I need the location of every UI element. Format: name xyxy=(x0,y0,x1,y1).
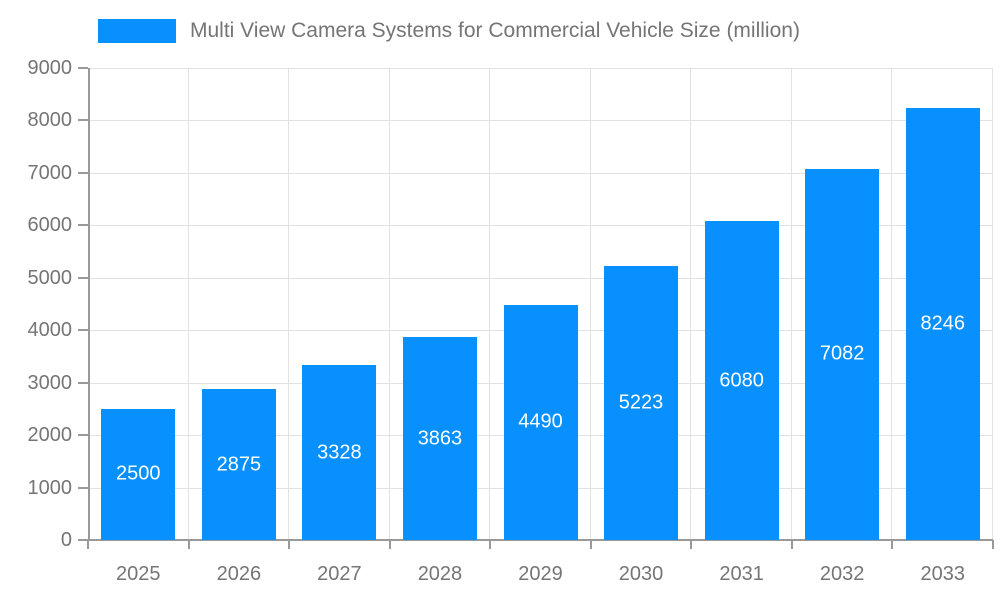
bar-2028[interactable]: 3863 xyxy=(402,337,477,540)
y-axis-label: 7000 xyxy=(27,161,73,184)
legend-item[interactable]: Multi View Camera Systems for Commercial… xyxy=(98,19,800,43)
bar-2033[interactable]: 8246 xyxy=(905,107,980,540)
y-axis-tick xyxy=(78,381,88,384)
gridline-vertical xyxy=(388,68,390,540)
x-axis-tick xyxy=(489,540,492,549)
gridline-horizontal xyxy=(88,277,993,279)
bar-value-label: 3863 xyxy=(417,427,463,450)
y-axis-label: 4000 xyxy=(27,319,73,342)
gridline-vertical xyxy=(288,68,290,540)
legend-label: Multi View Camera Systems for Commercial… xyxy=(190,19,800,42)
y-axis-tick xyxy=(78,434,88,437)
gridline-vertical xyxy=(187,68,189,540)
x-axis-tick xyxy=(790,540,793,549)
bar-value-label: 6080 xyxy=(719,369,764,392)
gridline-horizontal xyxy=(88,120,993,122)
x-axis-label: 2031 xyxy=(719,563,764,585)
bar-value-label: 2875 xyxy=(216,453,262,476)
y-axis-line xyxy=(88,68,90,540)
y-axis-tick xyxy=(78,224,88,227)
x-axis-label: 2030 xyxy=(618,563,664,585)
x-axis-label: 2026 xyxy=(216,563,262,585)
legend-swatch-icon xyxy=(98,19,176,43)
y-axis-label: 1000 xyxy=(27,476,73,499)
y-axis-label: 2000 xyxy=(27,424,73,447)
x-axis-tick xyxy=(891,540,894,549)
gridline-vertical xyxy=(790,68,792,540)
y-axis-tick xyxy=(78,329,88,332)
gridline-horizontal xyxy=(88,68,993,69)
bar-value-label: 7082 xyxy=(819,342,865,365)
bar-2032[interactable]: 7082 xyxy=(805,168,880,540)
y-axis-tick xyxy=(78,171,88,174)
bar-2031[interactable]: 6080 xyxy=(704,221,779,540)
gridline-vertical xyxy=(589,68,591,540)
gridline-vertical xyxy=(690,68,692,540)
bar-value-label: 4490 xyxy=(518,410,563,433)
bar-value-label: 5223 xyxy=(618,391,664,414)
bar-2030[interactable]: 5223 xyxy=(604,266,679,540)
bar-value-label: 3328 xyxy=(317,441,362,464)
gridline-horizontal xyxy=(88,225,993,227)
y-axis-label: 8000 xyxy=(27,109,73,132)
bar-2027[interactable]: 3328 xyxy=(302,365,377,540)
y-axis-label: 6000 xyxy=(27,214,73,237)
bar-2029[interactable]: 4490 xyxy=(503,304,578,540)
gridline-horizontal xyxy=(88,172,993,174)
y-axis-tick xyxy=(78,67,88,69)
x-axis-tick xyxy=(288,540,291,549)
y-axis-label: 3000 xyxy=(27,371,73,394)
legend: Multi View Camera Systems for Commercial… xyxy=(98,19,800,43)
x-axis-tick xyxy=(589,540,592,549)
bar-2025[interactable]: 2500 xyxy=(101,408,176,540)
y-axis-tick xyxy=(78,276,88,279)
y-axis-label: 9000 xyxy=(27,57,73,79)
x-axis-label: 2033 xyxy=(920,563,965,585)
bar-value-label: 8246 xyxy=(920,312,965,335)
x-axis-line xyxy=(88,539,993,541)
gridline-vertical xyxy=(489,68,491,540)
bar-value-label: 2500 xyxy=(116,462,161,485)
x-axis-label: 2027 xyxy=(317,563,362,585)
x-axis-label: 2032 xyxy=(819,563,865,585)
y-axis-tick xyxy=(78,119,88,122)
x-axis-tick xyxy=(992,540,994,549)
y-axis-label: 0 xyxy=(60,529,72,551)
x-axis-tick xyxy=(187,540,190,549)
x-axis-label: 2025 xyxy=(116,563,161,585)
x-axis-tick xyxy=(388,540,391,549)
x-axis-label: 2028 xyxy=(417,563,463,585)
gridline-vertical xyxy=(891,68,893,540)
x-axis-tick xyxy=(690,540,693,549)
bar-2026[interactable]: 2875 xyxy=(201,389,276,540)
gridline-vertical xyxy=(992,68,993,540)
y-axis-label: 5000 xyxy=(27,266,73,289)
y-axis-tick xyxy=(78,486,88,489)
y-axis-tick xyxy=(78,539,88,541)
plot-area: 2500 2875 3328 3863 4490 5223 6080 7082 8246 xyxy=(88,68,993,541)
x-axis-label: 2029 xyxy=(518,563,563,585)
x-axis-tick xyxy=(87,540,89,549)
